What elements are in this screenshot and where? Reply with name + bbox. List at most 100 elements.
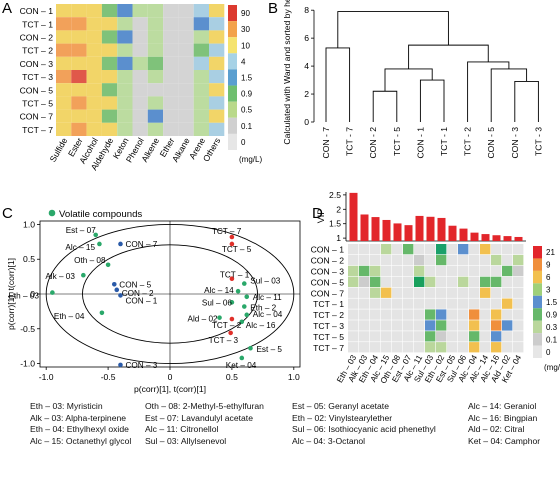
heatmap-d-cell bbox=[359, 342, 370, 353]
dendrogram-y-tick-label: 4 bbox=[304, 61, 309, 71]
scatter-y-tick-label: 0.5 bbox=[23, 254, 35, 264]
heatmap-d-cell bbox=[359, 287, 370, 298]
heatmap-d-cell bbox=[359, 320, 370, 331]
compound-label: Sul – 06 bbox=[202, 298, 232, 307]
colorbar-d-tick: 21 bbox=[546, 248, 555, 257]
heatmap-d-row-label: CON – 5 bbox=[311, 277, 345, 287]
heatmap-d-cell bbox=[436, 342, 447, 353]
vip-y-tick-label: 1.5 bbox=[329, 219, 341, 229]
heatmap-d-cell bbox=[458, 342, 469, 353]
compound-point bbox=[93, 232, 99, 238]
heatmap-d-cell bbox=[370, 287, 381, 298]
heatmap-a-cell bbox=[163, 30, 179, 44]
heatmap-d-cell bbox=[502, 276, 513, 287]
heatmap-a-cell bbox=[193, 96, 209, 110]
scatter-x-tick-label: -1.0 bbox=[39, 372, 54, 382]
heatmap-d-cell bbox=[469, 342, 480, 353]
dendrogram-leaf-label: TCT - 2 bbox=[463, 127, 473, 156]
sample-label: TCT – 7 bbox=[212, 227, 242, 236]
heatmap-a-cell bbox=[163, 4, 179, 18]
abbreviation-row: Alc – 15: Octanethyl glycol Sul – 03: All… bbox=[30, 436, 558, 448]
colorbar-d-tick: 1.5 bbox=[546, 298, 558, 307]
compound-point bbox=[217, 315, 222, 320]
heatmap-a-cell bbox=[101, 96, 118, 110]
colorbar-a-tick: 4 bbox=[241, 57, 246, 66]
sample-point bbox=[229, 241, 235, 247]
heatmap-d-cell bbox=[491, 265, 502, 277]
vip-bar bbox=[382, 219, 391, 241]
colorbar-a-tick: 0.1 bbox=[241, 122, 253, 131]
abbreviation-entry: Alc – 15: Octanethyl glycol bbox=[30, 436, 132, 447]
heatmap-d-cell bbox=[502, 265, 513, 277]
sample-point bbox=[118, 293, 123, 298]
heatmap-d-cell bbox=[414, 254, 425, 266]
heatmap-d-cell bbox=[436, 298, 447, 309]
compound-point bbox=[105, 262, 111, 268]
colorbar-a-swatch bbox=[228, 37, 237, 54]
heatmap-d-cell bbox=[447, 331, 458, 342]
heatmap-d-row-label: TCT – 5 bbox=[313, 332, 344, 342]
heatmap-d-cell bbox=[436, 287, 447, 298]
heatmap-d-cell bbox=[436, 244, 447, 255]
sample-point bbox=[228, 330, 233, 336]
heatmap-a-cell bbox=[132, 96, 148, 110]
heatmap-d-cell bbox=[480, 254, 491, 266]
dendrogram-link bbox=[372, 90, 398, 122]
sample-point bbox=[229, 316, 235, 322]
heatmap-d-cell bbox=[359, 265, 370, 277]
heatmap-d-row-label: CON – 3 bbox=[311, 266, 345, 276]
heatmap-d-cell bbox=[392, 298, 403, 309]
heatmap-a-cell bbox=[132, 70, 148, 84]
compound-point bbox=[244, 312, 250, 318]
heatmap-d-cell bbox=[425, 276, 436, 287]
heatmap-a-cell bbox=[178, 109, 194, 123]
vip-bar bbox=[393, 223, 402, 241]
heatmap-a-cell bbox=[193, 83, 209, 97]
heatmap-d-cell bbox=[370, 342, 381, 353]
heatmap-d-cell bbox=[447, 287, 458, 298]
vip-bar bbox=[514, 236, 523, 241]
heatmap-a-cell bbox=[178, 30, 194, 44]
heatmap-a-row-label: CON – 7 bbox=[20, 112, 54, 122]
heatmap-d-cell bbox=[513, 320, 524, 331]
heatmap-d-cell bbox=[436, 331, 447, 342]
heatmap-d-row-label: CON – 2 bbox=[311, 256, 345, 266]
heatmap-a-cell bbox=[86, 17, 102, 31]
heatmap-a-cell bbox=[193, 30, 209, 44]
heatmap-a-cell bbox=[101, 30, 118, 44]
heatmap-d-cell bbox=[381, 244, 392, 255]
heatmap-a-row-label: TCT – 7 bbox=[22, 125, 53, 135]
dendrogram-link bbox=[490, 68, 528, 122]
heatmap-a-row-label: TCT – 2 bbox=[22, 46, 53, 56]
heatmap-d-cell bbox=[359, 309, 370, 320]
heatmap-d-cell bbox=[414, 309, 425, 320]
heatmap-d-cell bbox=[447, 320, 458, 331]
colorbar-a-tick: 1.5 bbox=[241, 74, 253, 83]
heatmap-d-cell bbox=[414, 298, 425, 309]
compound-point bbox=[241, 304, 247, 309]
sample-point bbox=[118, 362, 123, 368]
colorbar-d-swatch bbox=[533, 283, 542, 296]
heatmap-d-cell bbox=[425, 320, 436, 331]
heatmap-d-cell bbox=[513, 298, 524, 309]
heatmap-d-cell bbox=[359, 331, 370, 342]
heatmap-d-cell bbox=[370, 298, 381, 309]
heatmap-a-cell bbox=[101, 70, 118, 84]
heatmap-d-cell bbox=[513, 342, 524, 353]
heatmap-a-cell bbox=[86, 56, 102, 70]
heatmap-d-cell bbox=[447, 342, 458, 353]
vip-bar bbox=[404, 225, 413, 241]
heatmap-a-cell bbox=[193, 109, 209, 123]
panel-label-b: B bbox=[268, 0, 278, 17]
heatmap-a-cell bbox=[147, 122, 164, 136]
heatmap-a-cell bbox=[209, 122, 225, 136]
heatmap-d-cell bbox=[381, 342, 392, 353]
panel-label-a: A bbox=[2, 0, 12, 17]
dendrogram-link bbox=[514, 81, 539, 122]
heatmap-a-cell bbox=[178, 56, 194, 70]
heatmap-d-cell bbox=[491, 276, 502, 287]
dendrogram-link bbox=[408, 44, 489, 69]
heatmap-a-cell bbox=[209, 56, 225, 70]
heatmap-a-cell bbox=[163, 96, 179, 110]
